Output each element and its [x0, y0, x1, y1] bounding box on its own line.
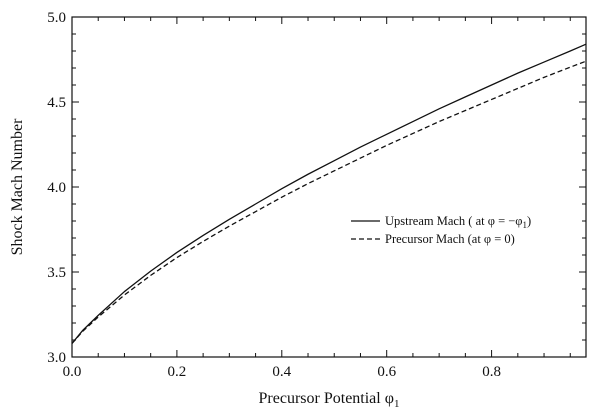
x-axis-title: Precursor Potential φ1 [259, 390, 400, 410]
legend-label-upstream-tail: ) [527, 214, 531, 228]
legend-label-upstream-subscript: 1 [523, 220, 528, 230]
x-tick-label: 0.4 [272, 364, 291, 380]
y-tick-label: 5.0 [47, 10, 66, 26]
plot-frame [71, 16, 587, 358]
y-tick-label: 4.0 [47, 180, 66, 196]
x-axis-title-subscript: 1 [394, 398, 400, 410]
y-tick-label: 4.5 [47, 95, 66, 111]
series-line-upstream-mach [71, 43, 587, 344]
series-layer [71, 43, 587, 344]
x-tick-label: 0.0 [63, 364, 82, 380]
legend-label-upstream-main: Upstream Mach ( at φ = −φ [385, 214, 523, 228]
x-tick-label: 0.8 [482, 364, 501, 380]
y-axis-ticks: 3.0 3.5 4.0 4.5 5.0 [47, 10, 586, 366]
legend-label-upstream: Upstream Mach ( at φ = −φ1) [385, 214, 531, 230]
y-tick-label: 3.5 [47, 265, 66, 281]
y-tick-label: 3.0 [47, 350, 66, 366]
series-line-precursor-mach [71, 60, 587, 344]
legend-label-precursor: Precursor Mach (at φ = 0) [385, 232, 515, 246]
x-axis-title-main: Precursor Potential φ [259, 390, 394, 407]
legend: Upstream Mach ( at φ = −φ1) Precursor Ma… [351, 214, 531, 246]
x-tick-label: 0.6 [377, 364, 396, 380]
y-axis-title: Shock Mach Number [9, 118, 26, 256]
x-tick-label: 0.2 [168, 364, 187, 380]
x-axis-ticks: 0.0 0.2 0.4 0.6 0.8 [63, 17, 571, 380]
